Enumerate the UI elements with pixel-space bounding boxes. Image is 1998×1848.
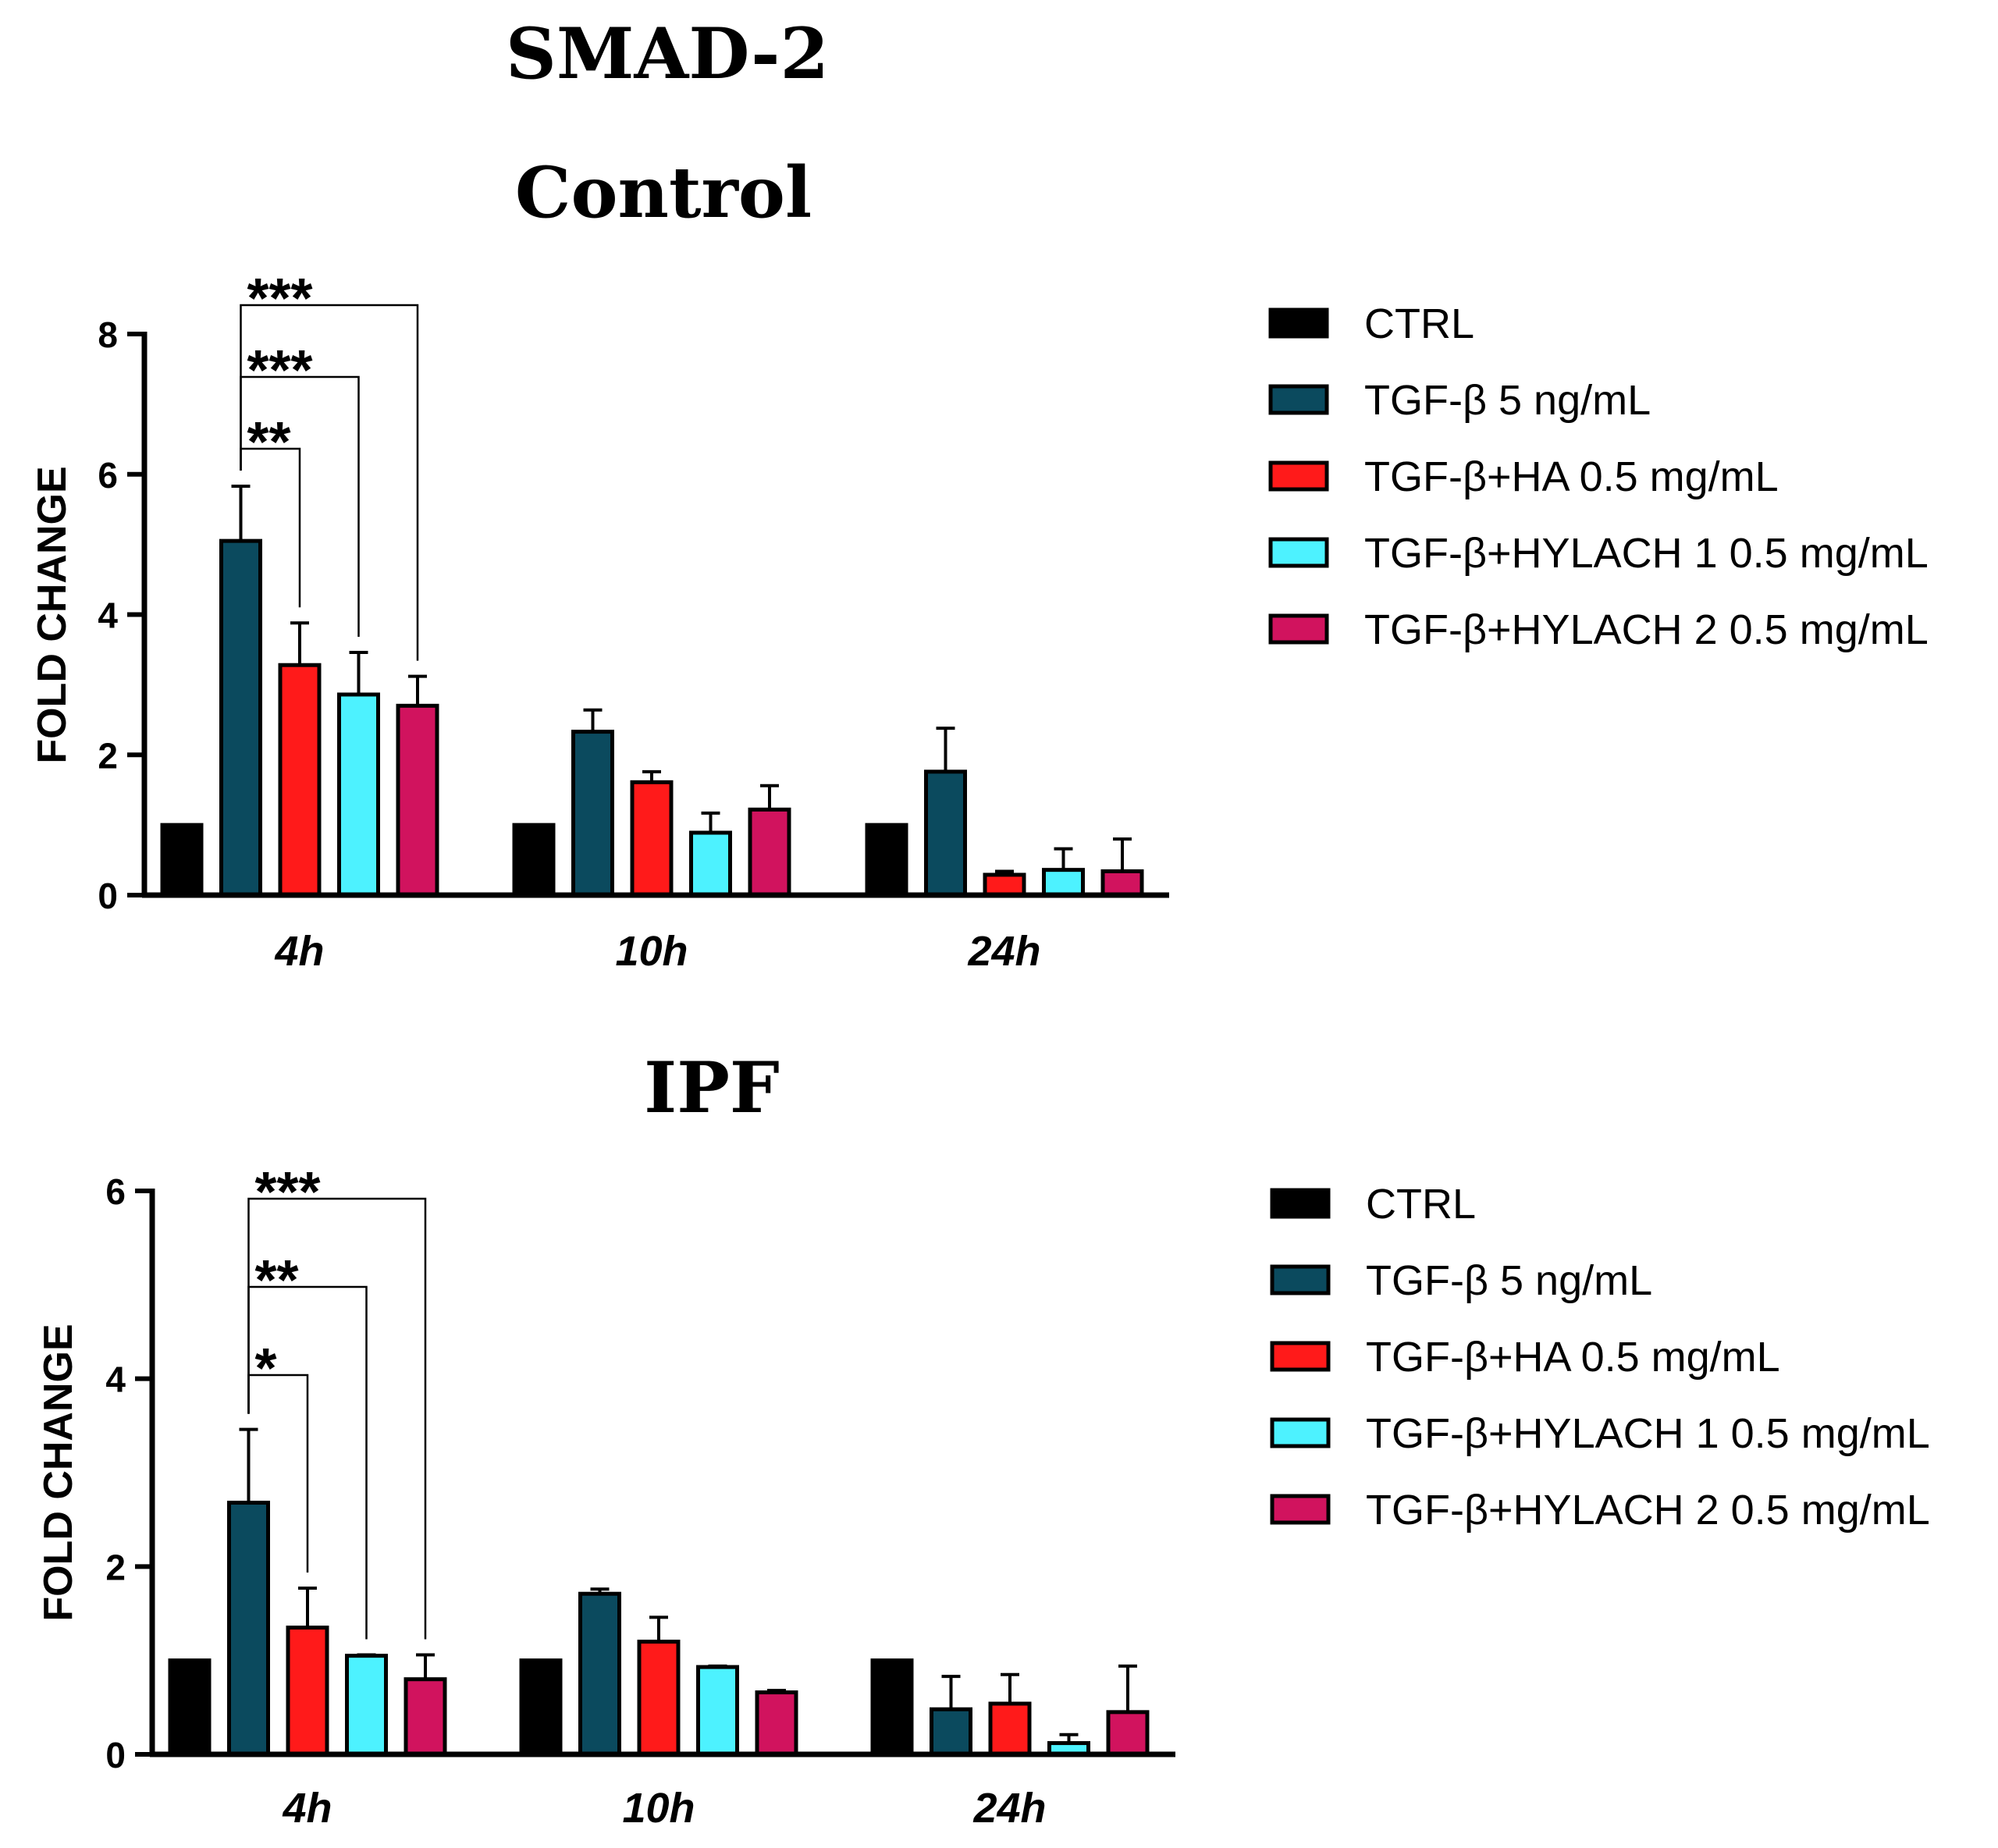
bar bbox=[168, 1658, 212, 1757]
legend-entry: TGF-β+HA 0.5 mg/mL bbox=[1364, 453, 1779, 500]
bar bbox=[988, 1701, 1032, 1757]
y-tick-label: 4 bbox=[105, 1359, 126, 1400]
bar bbox=[689, 830, 732, 897]
panel-title: Control bbox=[515, 151, 812, 234]
legend-entry: TGF-β 5 ng/mL bbox=[1364, 377, 1651, 424]
y-tick-label: 2 bbox=[105, 1547, 126, 1587]
significance-label: ** bbox=[247, 411, 291, 474]
significance-bracket bbox=[247, 1197, 427, 1640]
y-tick-label: 0 bbox=[98, 876, 118, 916]
legend-swatch bbox=[1270, 1494, 1331, 1525]
bar bbox=[696, 1665, 739, 1757]
bar bbox=[227, 1501, 270, 1757]
legend-swatch bbox=[1268, 307, 1329, 339]
significance-label: *** bbox=[255, 1161, 321, 1224]
significance-label: *** bbox=[247, 268, 313, 330]
x-category-label: 4h bbox=[274, 928, 324, 975]
y-tick-label: 0 bbox=[105, 1735, 126, 1775]
legend-swatch bbox=[1268, 537, 1329, 568]
bar bbox=[1042, 868, 1085, 897]
bar bbox=[1100, 869, 1144, 897]
bar bbox=[512, 823, 556, 897]
legend-entry: TGF-β+HA 0.5 mg/mL bbox=[1366, 1334, 1780, 1381]
legend-swatch bbox=[1270, 1188, 1331, 1219]
bar bbox=[865, 823, 908, 897]
bar bbox=[983, 872, 1026, 897]
bar bbox=[404, 1677, 447, 1757]
bar bbox=[278, 663, 322, 897]
bar bbox=[930, 1707, 972, 1757]
bar bbox=[755, 1690, 798, 1757]
legend-entry: CTRL bbox=[1366, 1181, 1476, 1228]
x-category-label: 10h bbox=[615, 928, 688, 975]
legend-entry: TGF-β+HYLACH 1 0.5 mg/mL bbox=[1364, 530, 1929, 577]
bar bbox=[630, 780, 674, 897]
bar bbox=[219, 538, 262, 897]
y-tick-label: 8 bbox=[98, 315, 118, 355]
y-tick-label: 6 bbox=[98, 455, 118, 496]
bar bbox=[286, 1626, 329, 1757]
bar bbox=[160, 823, 204, 897]
legend-swatch bbox=[1270, 1264, 1331, 1295]
y-tick-label: 4 bbox=[98, 595, 118, 636]
legend-swatch bbox=[1270, 1341, 1331, 1372]
legend-entry: TGF-β+HYLACH 2 0.5 mg/mL bbox=[1364, 606, 1929, 653]
legend-entry: TGF-β+HYLACH 1 0.5 mg/mL bbox=[1366, 1410, 1930, 1457]
bar bbox=[519, 1658, 563, 1757]
bar bbox=[748, 807, 791, 897]
figure-title: SMAD-2 bbox=[506, 12, 829, 95]
legend-entry: TGF-β+HYLACH 2 0.5 mg/mL bbox=[1366, 1487, 1930, 1533]
significance-bracket bbox=[240, 304, 419, 661]
bar bbox=[637, 1640, 681, 1757]
panel-title: IPF bbox=[644, 1047, 780, 1129]
x-category-label: 24h bbox=[967, 928, 1040, 975]
bar bbox=[578, 1591, 621, 1757]
x-category-label: 4h bbox=[282, 1785, 332, 1832]
significance-label: * bbox=[255, 1338, 277, 1400]
y-tick-label: 2 bbox=[98, 735, 118, 776]
bar bbox=[571, 730, 614, 897]
legend-swatch bbox=[1268, 384, 1329, 415]
legend-swatch bbox=[1268, 460, 1329, 492]
legend-swatch bbox=[1270, 1417, 1331, 1448]
significance-label: *** bbox=[247, 339, 313, 402]
bar bbox=[1106, 1710, 1150, 1757]
y-axis-label: FOLD CHANGE bbox=[30, 466, 75, 763]
legend-swatch bbox=[1268, 613, 1329, 645]
significance-label: ** bbox=[255, 1249, 299, 1312]
legend-entry: CTRL bbox=[1364, 300, 1474, 347]
bar bbox=[924, 769, 967, 897]
x-category-label: 24h bbox=[972, 1785, 1046, 1832]
y-tick-label: 6 bbox=[105, 1171, 126, 1212]
y-axis-label: FOLD CHANGE bbox=[36, 1324, 81, 1621]
bar bbox=[337, 692, 380, 897]
bar bbox=[345, 1654, 388, 1757]
bar bbox=[396, 703, 439, 897]
bar bbox=[870, 1658, 914, 1757]
legend-entry: TGF-β 5 ng/mL bbox=[1366, 1257, 1652, 1304]
x-category-label: 10h bbox=[622, 1785, 695, 1832]
